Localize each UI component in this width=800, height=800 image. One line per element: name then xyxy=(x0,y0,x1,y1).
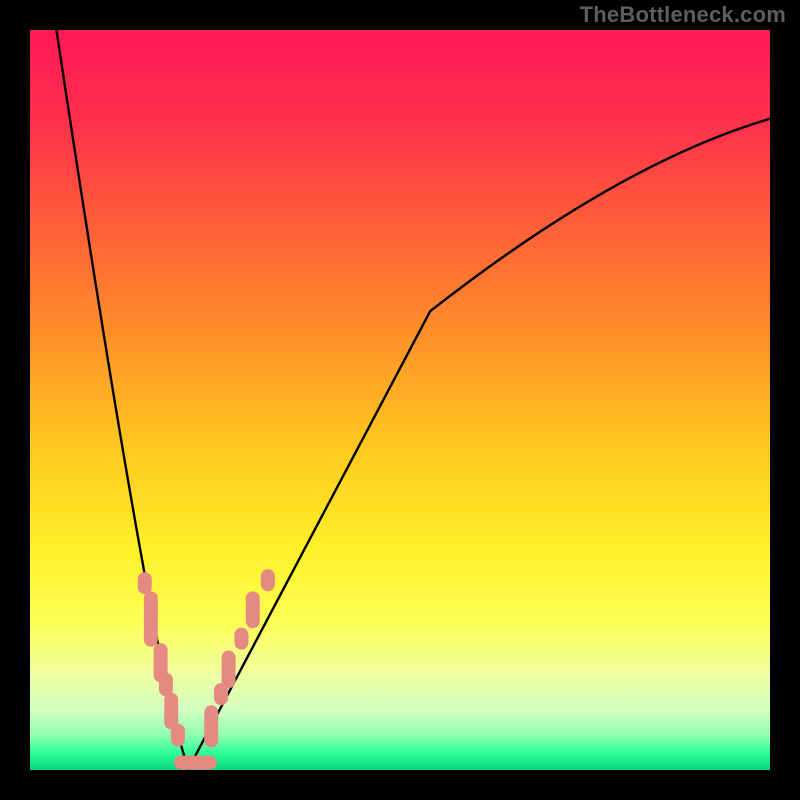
attribution-label: TheBottleneck.com xyxy=(580,2,786,28)
data-marker xyxy=(222,651,236,689)
gradient-background xyxy=(30,30,770,770)
data-marker xyxy=(171,724,185,747)
data-marker xyxy=(174,756,217,770)
data-marker xyxy=(246,591,260,628)
bottleneck-chart xyxy=(0,0,800,800)
data-marker xyxy=(144,591,158,646)
data-marker xyxy=(234,628,248,650)
data-marker xyxy=(204,705,218,747)
chart-stage: TheBottleneck.com xyxy=(0,0,800,800)
data-marker xyxy=(261,569,275,591)
data-marker xyxy=(138,572,152,594)
